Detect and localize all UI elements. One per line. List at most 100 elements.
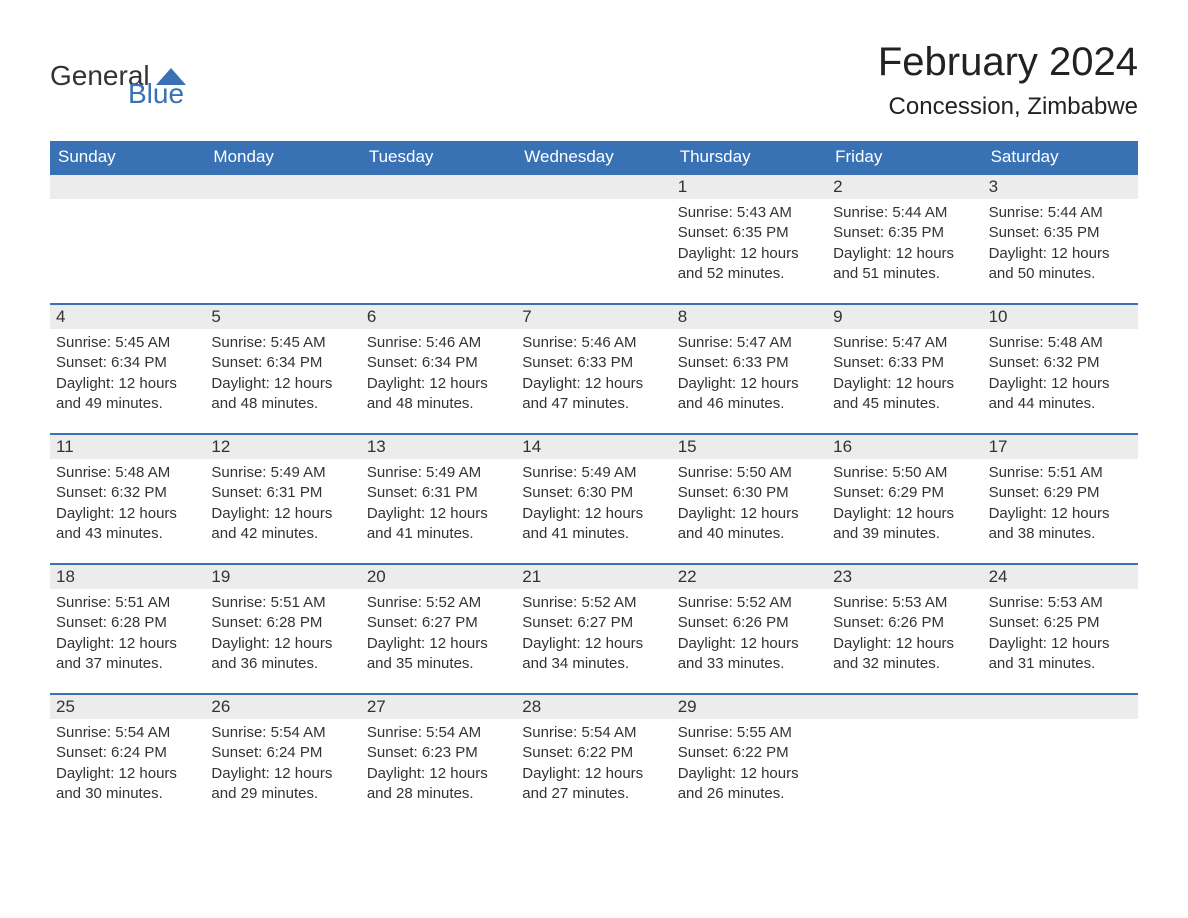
day-number: 19 [205, 565, 360, 589]
day-cell: 18Sunrise: 5:51 AMSunset: 6:28 PMDayligh… [50, 565, 205, 693]
sunset-text: Sunset: 6:28 PM [211, 613, 354, 633]
sunset-text: Sunset: 6:22 PM [678, 743, 821, 763]
sunset-text: Sunset: 6:30 PM [678, 483, 821, 503]
day-number: 5 [205, 305, 360, 329]
daylight-text: Daylight: 12 hours and 34 minutes. [522, 634, 665, 675]
weeks-container: 1Sunrise: 5:43 AMSunset: 6:35 PMDaylight… [50, 173, 1138, 823]
sunset-text: Sunset: 6:31 PM [211, 483, 354, 503]
sunset-text: Sunset: 6:25 PM [989, 613, 1132, 633]
brand-logo: General Blue [50, 40, 186, 92]
sunrise-text: Sunrise: 5:44 AM [989, 203, 1132, 223]
sunset-text: Sunset: 6:27 PM [367, 613, 510, 633]
day-number: 9 [827, 305, 982, 329]
sunset-text: Sunset: 6:32 PM [56, 483, 199, 503]
day-cell: 26Sunrise: 5:54 AMSunset: 6:24 PMDayligh… [205, 695, 360, 823]
sunrise-text: Sunrise: 5:48 AM [56, 463, 199, 483]
day-cell: 16Sunrise: 5:50 AMSunset: 6:29 PMDayligh… [827, 435, 982, 563]
daylight-text: Daylight: 12 hours and 43 minutes. [56, 504, 199, 545]
day-content: Sunrise: 5:47 AMSunset: 6:33 PMDaylight:… [827, 329, 982, 418]
day-content: Sunrise: 5:46 AMSunset: 6:34 PMDaylight:… [361, 329, 516, 418]
day-number [827, 695, 982, 719]
day-number: 23 [827, 565, 982, 589]
day-number [516, 175, 671, 199]
day-cell: 4Sunrise: 5:45 AMSunset: 6:34 PMDaylight… [50, 305, 205, 433]
day-content: Sunrise: 5:54 AMSunset: 6:23 PMDaylight:… [361, 719, 516, 808]
daylight-text: Daylight: 12 hours and 39 minutes. [833, 504, 976, 545]
day-number: 8 [672, 305, 827, 329]
day-content: Sunrise: 5:54 AMSunset: 6:24 PMDaylight:… [205, 719, 360, 808]
week-row: 11Sunrise: 5:48 AMSunset: 6:32 PMDayligh… [50, 433, 1138, 563]
sunset-text: Sunset: 6:22 PM [522, 743, 665, 763]
sunrise-text: Sunrise: 5:45 AM [211, 333, 354, 353]
daylight-text: Daylight: 12 hours and 29 minutes. [211, 764, 354, 805]
day-number [361, 175, 516, 199]
day-content: Sunrise: 5:54 AMSunset: 6:24 PMDaylight:… [50, 719, 205, 808]
day-cell: 2Sunrise: 5:44 AMSunset: 6:35 PMDaylight… [827, 175, 982, 303]
day-number: 11 [50, 435, 205, 459]
day-number: 2 [827, 175, 982, 199]
daylight-text: Daylight: 12 hours and 28 minutes. [367, 764, 510, 805]
day-number: 29 [672, 695, 827, 719]
day-content: Sunrise: 5:44 AMSunset: 6:35 PMDaylight:… [827, 199, 982, 288]
sunrise-text: Sunrise: 5:51 AM [211, 593, 354, 613]
day-content: Sunrise: 5:43 AMSunset: 6:35 PMDaylight:… [672, 199, 827, 288]
day-cell: 23Sunrise: 5:53 AMSunset: 6:26 PMDayligh… [827, 565, 982, 693]
day-cell: 9Sunrise: 5:47 AMSunset: 6:33 PMDaylight… [827, 305, 982, 433]
day-content: Sunrise: 5:54 AMSunset: 6:22 PMDaylight:… [516, 719, 671, 808]
weekday-friday: Friday [827, 141, 982, 173]
empty-day-cell [827, 695, 982, 823]
weekday-sunday: Sunday [50, 141, 205, 173]
sunrise-text: Sunrise: 5:52 AM [367, 593, 510, 613]
sunrise-text: Sunrise: 5:46 AM [367, 333, 510, 353]
day-number: 25 [50, 695, 205, 719]
sunset-text: Sunset: 6:32 PM [989, 353, 1132, 373]
daylight-text: Daylight: 12 hours and 42 minutes. [211, 504, 354, 545]
daylight-text: Daylight: 12 hours and 48 minutes. [367, 374, 510, 415]
sunset-text: Sunset: 6:30 PM [522, 483, 665, 503]
daylight-text: Daylight: 12 hours and 45 minutes. [833, 374, 976, 415]
day-number: 21 [516, 565, 671, 589]
sunset-text: Sunset: 6:23 PM [367, 743, 510, 763]
daylight-text: Daylight: 12 hours and 30 minutes. [56, 764, 199, 805]
day-content: Sunrise: 5:52 AMSunset: 6:26 PMDaylight:… [672, 589, 827, 678]
day-number [983, 695, 1138, 719]
sunrise-text: Sunrise: 5:52 AM [678, 593, 821, 613]
sunset-text: Sunset: 6:34 PM [367, 353, 510, 373]
day-content: Sunrise: 5:50 AMSunset: 6:29 PMDaylight:… [827, 459, 982, 548]
day-cell: 8Sunrise: 5:47 AMSunset: 6:33 PMDaylight… [672, 305, 827, 433]
day-cell: 12Sunrise: 5:49 AMSunset: 6:31 PMDayligh… [205, 435, 360, 563]
sunset-text: Sunset: 6:29 PM [833, 483, 976, 503]
sunrise-text: Sunrise: 5:47 AM [678, 333, 821, 353]
day-content: Sunrise: 5:48 AMSunset: 6:32 PMDaylight:… [983, 329, 1138, 418]
sunrise-text: Sunrise: 5:43 AM [678, 203, 821, 223]
sunset-text: Sunset: 6:26 PM [833, 613, 976, 633]
month-title: February 2024 [878, 40, 1138, 85]
day-content: Sunrise: 5:51 AMSunset: 6:28 PMDaylight:… [50, 589, 205, 678]
week-row: 1Sunrise: 5:43 AMSunset: 6:35 PMDaylight… [50, 173, 1138, 303]
day-content: Sunrise: 5:47 AMSunset: 6:33 PMDaylight:… [672, 329, 827, 418]
daylight-text: Daylight: 12 hours and 41 minutes. [367, 504, 510, 545]
day-cell: 14Sunrise: 5:49 AMSunset: 6:30 PMDayligh… [516, 435, 671, 563]
sunset-text: Sunset: 6:35 PM [678, 223, 821, 243]
day-content: Sunrise: 5:44 AMSunset: 6:35 PMDaylight:… [983, 199, 1138, 288]
title-block: February 2024 Concession, Zimbabwe [878, 40, 1138, 121]
empty-day-cell [50, 175, 205, 303]
sunset-text: Sunset: 6:24 PM [56, 743, 199, 763]
day-content: Sunrise: 5:51 AMSunset: 6:29 PMDaylight:… [983, 459, 1138, 548]
day-cell: 3Sunrise: 5:44 AMSunset: 6:35 PMDaylight… [983, 175, 1138, 303]
day-number: 18 [50, 565, 205, 589]
day-number: 12 [205, 435, 360, 459]
day-content: Sunrise: 5:53 AMSunset: 6:26 PMDaylight:… [827, 589, 982, 678]
sunrise-text: Sunrise: 5:50 AM [678, 463, 821, 483]
sunrise-text: Sunrise: 5:53 AM [989, 593, 1132, 613]
daylight-text: Daylight: 12 hours and 37 minutes. [56, 634, 199, 675]
day-number: 4 [50, 305, 205, 329]
day-content: Sunrise: 5:55 AMSunset: 6:22 PMDaylight:… [672, 719, 827, 808]
sunset-text: Sunset: 6:35 PM [989, 223, 1132, 243]
weekday-tuesday: Tuesday [361, 141, 516, 173]
sunset-text: Sunset: 6:34 PM [56, 353, 199, 373]
daylight-text: Daylight: 12 hours and 46 minutes. [678, 374, 821, 415]
sunset-text: Sunset: 6:26 PM [678, 613, 821, 633]
day-content: Sunrise: 5:52 AMSunset: 6:27 PMDaylight:… [361, 589, 516, 678]
sunset-text: Sunset: 6:31 PM [367, 483, 510, 503]
